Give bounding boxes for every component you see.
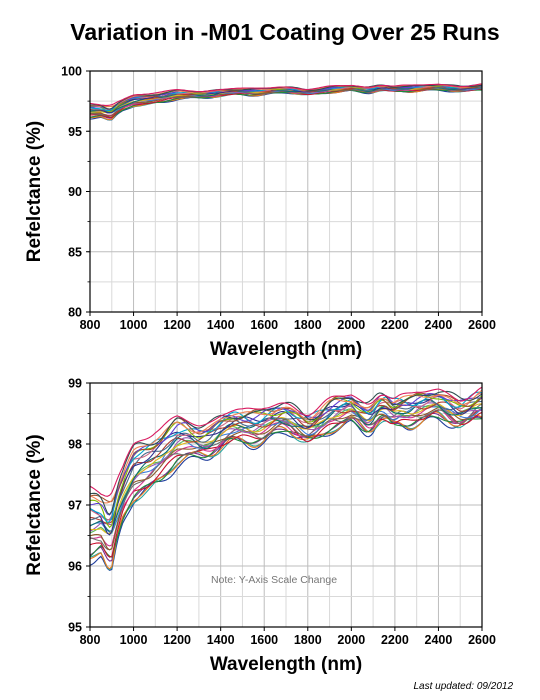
x-tick-label: 2200 <box>381 318 409 332</box>
bottom-chart: 800 1000 1200 1400 1600 1800 2000 2200 2400 2600 9… <box>24 377 496 676</box>
x-tick-label: 1600 <box>250 633 278 647</box>
y-tick-label: 95 <box>68 125 82 139</box>
x-tick-label: 1400 <box>207 318 235 332</box>
y-tick-label: 85 <box>68 245 82 259</box>
x-tick-label: 2200 <box>381 633 409 647</box>
x-tick-label: 1200 <box>163 633 191 647</box>
x-tick-label: 2400 <box>425 633 453 647</box>
series-line-21 <box>90 392 482 503</box>
y-tick-label: 97 <box>68 499 82 513</box>
series-line-24 <box>90 390 482 516</box>
series-line-4 <box>90 411 482 570</box>
x-tick-label: 1600 <box>250 318 278 332</box>
y-tick-label: 98 <box>68 438 82 452</box>
x-axis-label: Wavelength (nm) <box>210 654 362 675</box>
series-group <box>90 83 482 121</box>
x-tick-label: 2000 <box>337 318 365 332</box>
x-tick-label: 2400 <box>425 318 453 332</box>
series-line-25 <box>90 83 482 106</box>
x-tick-label: 2000 <box>337 633 365 647</box>
y-axis-label: Refelctance (%) <box>24 121 45 263</box>
y-tick-label: 100 <box>61 65 82 79</box>
y-tick-label: 99 <box>68 377 82 391</box>
y-tick-label: 90 <box>68 185 82 199</box>
x-axis-label: Wavelength (nm) <box>210 339 362 360</box>
chart-title: Variation in -M01 Coating Over 25 Runs <box>70 19 499 45</box>
y-tick-label: 80 <box>68 306 82 320</box>
scale-change-note: Note: Y-Axis Scale Change <box>211 574 337 586</box>
series-line-9 <box>90 406 482 551</box>
series-line-8 <box>90 403 482 551</box>
y-tick-label: 96 <box>68 560 82 574</box>
y-tick-label: 95 <box>68 621 82 635</box>
series-line-25 <box>90 386 482 497</box>
top-chart: 800 1000 1200 1400 1600 1800 2000 2200 2400 2600 8… <box>24 65 496 361</box>
series-group <box>90 386 482 572</box>
x-tick-label: 800 <box>80 633 101 647</box>
y-axis-label: Refelctance (%) <box>24 434 45 576</box>
x-tick-label: 1000 <box>120 633 148 647</box>
series-line-12 <box>90 402 482 532</box>
x-tick-label: 1000 <box>120 318 148 332</box>
series-line-5 <box>90 414 482 558</box>
x-tick-label: 1400 <box>207 633 235 647</box>
x-tick-label: 1200 <box>163 318 191 332</box>
x-tick-label: 2600 <box>468 318 496 332</box>
x-tick-label: 800 <box>80 318 101 332</box>
x-tick-label: 1800 <box>294 318 322 332</box>
last-updated-text: Last updated: 09/2012 <box>413 681 513 692</box>
x-tick-label: 1800 <box>294 633 322 647</box>
x-tick-label: 2600 <box>468 633 496 647</box>
